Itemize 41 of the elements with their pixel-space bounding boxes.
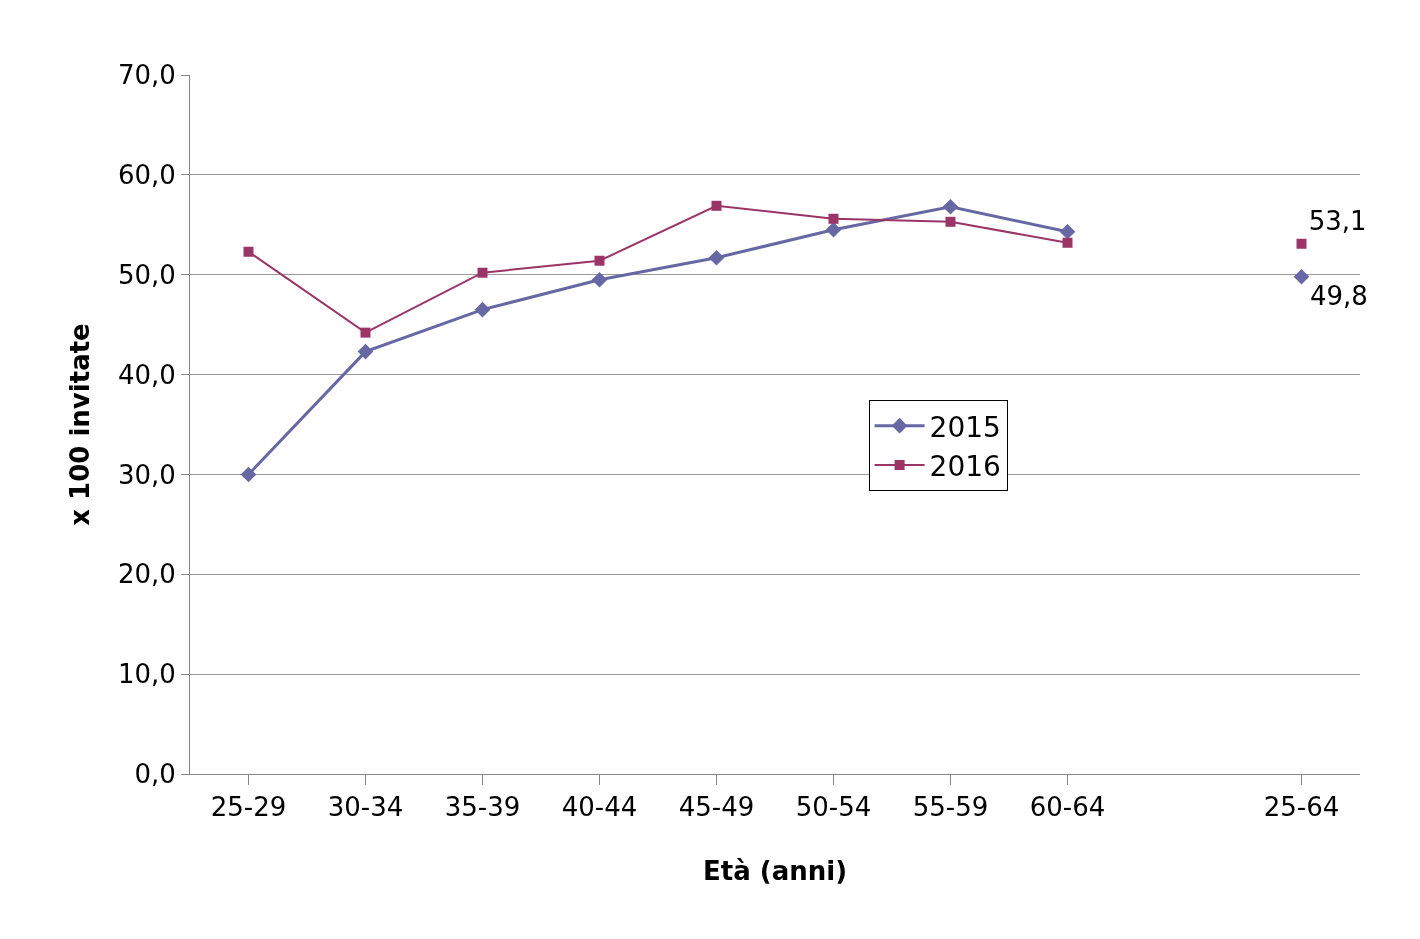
point (825, 221, 842, 238)
y-tick-label: 10,0 (117, 659, 176, 690)
x-tick-label: 55-59 (912, 792, 989, 823)
point (474, 301, 491, 318)
point (594, 255, 605, 266)
y-tick-label: 0,0 (134, 759, 176, 790)
x-tick-label: 45-49 (678, 792, 755, 823)
point (945, 216, 956, 227)
legend-label: 2016 (929, 449, 1001, 483)
x-tick-label: 50-54 (795, 792, 872, 823)
point (591, 271, 608, 288)
point (942, 199, 959, 215)
point (1059, 223, 1076, 240)
point (1293, 268, 1310, 285)
x-tick-label: 30-34 (327, 792, 404, 823)
point (240, 466, 257, 483)
y-tick-label: 70,0 (117, 60, 176, 91)
point (828, 213, 839, 224)
x-tick-label: 35-39 (444, 792, 521, 823)
point (711, 200, 722, 211)
point (243, 246, 254, 257)
point (1296, 238, 1307, 249)
point (477, 267, 488, 278)
x-tick-label: 25-64 (1263, 792, 1340, 823)
x-tick-label: 60-64 (1029, 792, 1106, 823)
point (357, 343, 374, 360)
y-tick-label: 50,0 (117, 259, 176, 290)
point (360, 327, 371, 338)
legend-label: 2015 (929, 410, 1001, 444)
point (708, 249, 725, 266)
x-axis-title: Età (anni) (702, 855, 848, 886)
y-tick-label: 30,0 (117, 459, 176, 490)
data-label: 53,1 (1308, 206, 1367, 237)
x-tick-label: 25-29 (210, 792, 287, 823)
x-tick-label: 40-44 (561, 792, 638, 823)
y-tick-label: 60,0 (117, 159, 176, 190)
y-tick-label: 40,0 (117, 359, 176, 390)
data-label: 49,8 (1310, 280, 1368, 311)
y-axis-title: x 100 invitate (65, 323, 96, 526)
point (1062, 237, 1073, 248)
y-tick-label: 20,0 (117, 559, 176, 590)
